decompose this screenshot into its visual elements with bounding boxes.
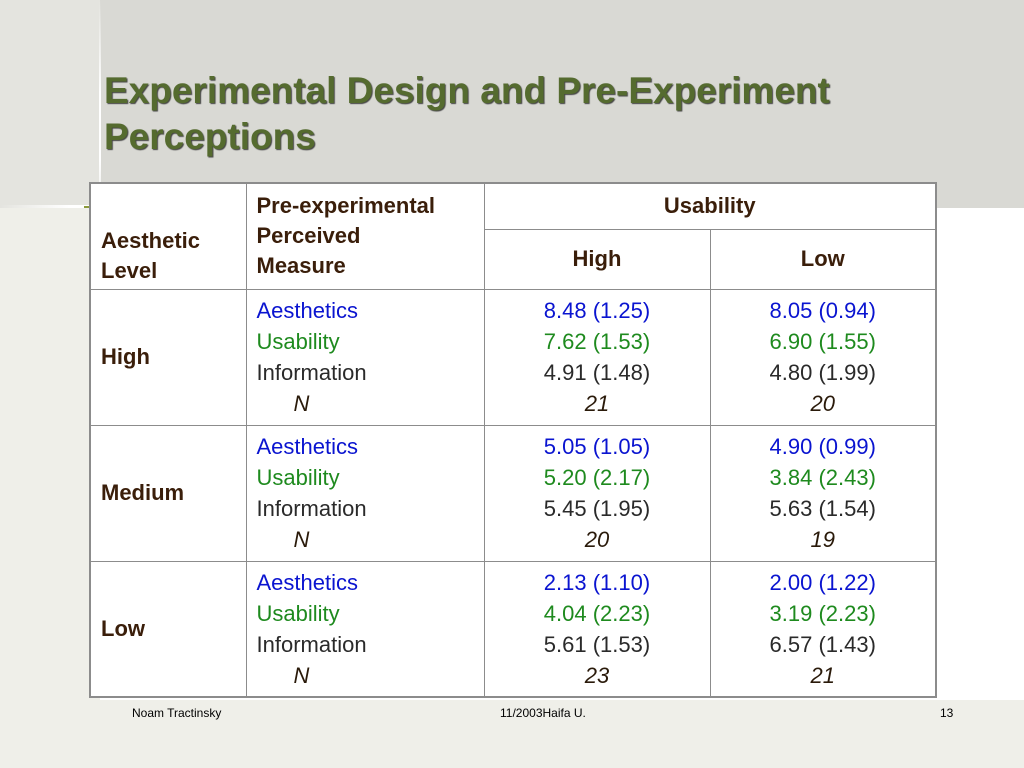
- measure-label-usability: Usability: [256, 465, 340, 490]
- header-aesthetic-level: Aesthetic Level: [89, 182, 247, 290]
- measure-label-information: Information: [256, 496, 367, 521]
- slide-background-top: [0, 0, 1024, 208]
- value-n: 23: [584, 662, 610, 688]
- header-measure-line1: Pre-experimental: [256, 193, 436, 219]
- value-aesthetics: 4.90 (0.99): [769, 434, 876, 459]
- value-aesthetics: 2.13 (1.10): [543, 569, 651, 595]
- value-n: 21: [584, 391, 610, 416]
- table-row: Medium Aesthetics Usability Information …: [89, 424, 937, 562]
- value-n: 20: [584, 527, 610, 552]
- values-cell-high-usability: 2.13 (1.10) 4.04 (2.23) 5.61 (1.53) 23: [483, 560, 711, 698]
- measure-label-information: Information: [256, 360, 367, 385]
- value-information: 5.63 (1.54): [769, 496, 876, 521]
- measure-labels-cell: Aesthetics Usability Information N: [245, 560, 485, 698]
- value-information: 4.91 (1.48): [543, 360, 651, 385]
- measure-label-usability: Usability: [256, 600, 340, 626]
- value-aesthetics: 5.05 (1.05): [543, 434, 651, 459]
- table-row: Low Aesthetics Usability Information N 2…: [89, 560, 937, 698]
- values-cell-high-usability: 8.48 (1.25) 7.62 (1.53) 4.91 (1.48) 21: [483, 288, 711, 426]
- value-n: 19: [810, 527, 835, 552]
- value-information: 5.61 (1.53): [543, 631, 651, 657]
- value-usability: 3.84 (2.43): [769, 465, 876, 490]
- header-measure-line3: Measure: [256, 253, 346, 279]
- measure-label-n: N: [293, 662, 310, 688]
- slide-background-top-left: [0, 0, 100, 208]
- slide-title: Experimental Design and Pre-Experiment P…: [104, 68, 984, 160]
- footer-author: Noam Tractinsky: [132, 706, 222, 720]
- value-information: 4.80 (1.99): [769, 360, 876, 385]
- header-measure-line2: Perceived: [256, 223, 361, 249]
- row-level-label: Medium: [89, 424, 247, 562]
- footer-page-number: 13: [940, 706, 954, 720]
- measure-label-usability: Usability: [256, 329, 340, 354]
- values-cell-low-usability: 8.05 (0.94) 6.90 (1.55) 4.80 (1.99) 20: [709, 288, 937, 426]
- slide-title-line1: Experimental Design and Pre-Experiment: [104, 70, 830, 111]
- measure-label-aesthetics: Aesthetics: [256, 434, 359, 459]
- value-usability: 7.62 (1.53): [543, 329, 651, 354]
- value-n: 21: [810, 662, 835, 688]
- value-information: 6.57 (1.43): [769, 631, 876, 657]
- measure-labels-cell: Aesthetics Usability Information N: [245, 288, 485, 426]
- measure-label-aesthetics: Aesthetics: [256, 569, 359, 595]
- header-usability: Usability: [483, 182, 937, 230]
- header-usability-high: High: [483, 228, 711, 290]
- value-usability: 4.04 (2.23): [543, 600, 651, 626]
- values-cell-low-usability: 4.90 (0.99) 3.84 (2.43) 5.63 (1.54) 19: [709, 424, 937, 562]
- footer-date-venue: 11/2003Haifa U.: [500, 706, 586, 720]
- row-level-label: Low: [89, 560, 247, 698]
- results-table: Aesthetic Level Pre-experimental Perceiv…: [89, 182, 938, 698]
- row-level-label: High: [89, 288, 247, 426]
- measure-label-n: N: [293, 527, 310, 552]
- measure-labels-cell: Aesthetics Usability Information N: [245, 424, 485, 562]
- values-cell-low-usability: 2.00 (1.22) 3.19 (2.23) 6.57 (1.43) 21: [709, 560, 937, 698]
- value-aesthetics: 8.05 (0.94): [769, 298, 876, 323]
- slide-background-left: [0, 208, 100, 768]
- decorative-vertical-line: [99, 0, 101, 230]
- value-usability: 6.90 (1.55): [769, 329, 876, 354]
- value-information: 5.45 (1.95): [543, 496, 651, 521]
- header-usability-low: Low: [709, 228, 937, 290]
- measure-label-information: Information: [256, 631, 367, 657]
- value-aesthetics: 2.00 (1.22): [769, 569, 876, 595]
- value-usability: 5.20 (2.17): [543, 465, 651, 490]
- value-aesthetics: 8.48 (1.25): [543, 298, 651, 323]
- measure-label-aesthetics: Aesthetics: [256, 298, 359, 323]
- value-n: 20: [810, 391, 835, 416]
- measure-label-n: N: [293, 391, 310, 416]
- slide-title-line2: Perceptions: [104, 116, 316, 157]
- slide-background-bottom: [100, 700, 1024, 768]
- value-usability: 3.19 (2.23): [769, 600, 876, 626]
- table-row: High Aesthetics Usability Information N …: [89, 288, 937, 426]
- values-cell-high-usability: 5.05 (1.05) 5.20 (2.17) 5.45 (1.95) 20: [483, 424, 711, 562]
- header-perceived-measure: Pre-experimental Perceived Measure: [245, 182, 485, 290]
